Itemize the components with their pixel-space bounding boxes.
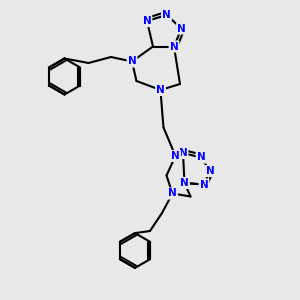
Text: N: N — [162, 10, 171, 20]
Text: N: N — [169, 41, 178, 52]
Text: N: N — [180, 178, 189, 188]
Text: N: N — [171, 151, 180, 161]
Text: N: N — [196, 152, 206, 163]
Text: N: N — [128, 56, 136, 67]
Text: N: N — [156, 85, 165, 95]
Text: N: N — [200, 179, 208, 190]
Text: N: N — [168, 188, 177, 199]
Text: N: N — [177, 23, 186, 34]
Text: N: N — [142, 16, 152, 26]
Text: N: N — [178, 148, 188, 158]
Text: N: N — [206, 166, 214, 176]
